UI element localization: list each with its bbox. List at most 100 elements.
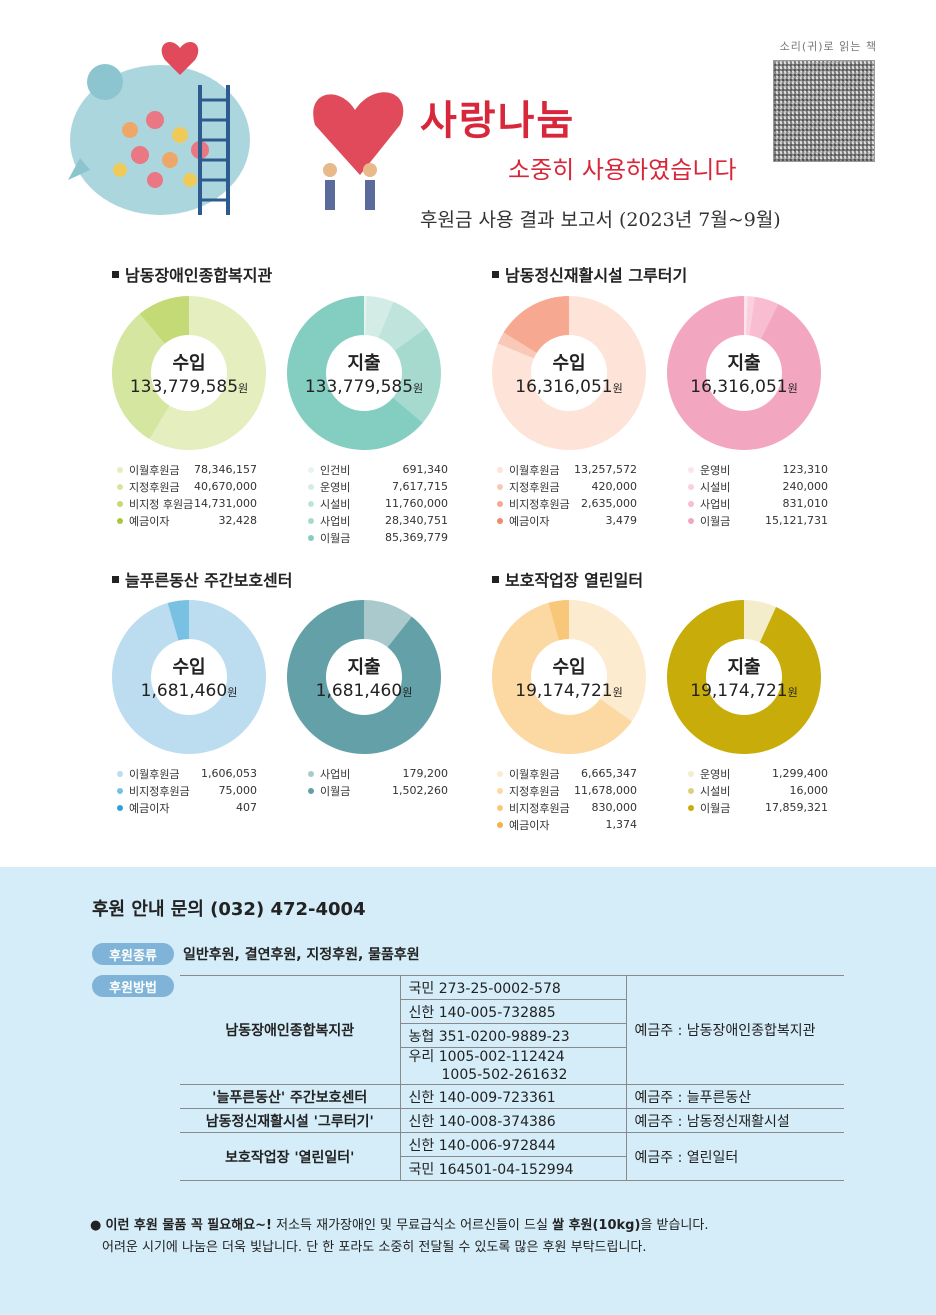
income-label: 수입 [172, 353, 206, 374]
legend-item: 지정후원금 11,678,000 [497, 782, 637, 799]
legend-value: 28,340,751 [385, 514, 448, 527]
donut-slice [111, 600, 266, 754]
total-amount: 133,779,585 [129, 377, 239, 397]
donut-slice [497, 332, 537, 359]
donut-slice [667, 296, 821, 450]
legend-name: 비지정후원금 [509, 801, 570, 815]
legend-name: 이월금 [700, 514, 731, 528]
total-amount: 19,174,721 [515, 681, 613, 701]
legend-dot-icon [308, 483, 314, 490]
donut-slice [112, 313, 170, 440]
legend-item: 이월후원금 6,665,347 [497, 765, 637, 782]
account-number[interactable]: 우리 1005-002-112424 1005-502-261632 [399, 1047, 626, 1085]
legend-name: 지정후원금 [129, 480, 180, 494]
donut-center: 수입 1,681,460원 [112, 600, 266, 754]
legend-value: 1,299,400 [772, 767, 828, 780]
org-name: 남동장애인종합복지관 [180, 975, 400, 1085]
legend-dot-icon [497, 466, 503, 473]
donut-center: 수입 133,779,585원 [112, 296, 266, 450]
legend-dot-icon [117, 517, 123, 524]
legend-name: 예금이자 [129, 514, 170, 528]
legend-dot-icon [497, 517, 503, 524]
legend-dot-icon [688, 804, 694, 811]
legend-item: 지정후원금 40,670,000 [117, 478, 257, 495]
legend-value: 78,346,157 [194, 463, 257, 476]
donut-slice [364, 600, 412, 648]
legend-item: 이월후원금 78,346,157 [117, 461, 257, 478]
legend-value: 15,121,731 [765, 514, 828, 527]
account-number[interactable]: 신한 140-005-732885 [399, 999, 626, 1024]
donut-center: 지출 1,681,460원 [287, 600, 441, 754]
account-number[interactable]: 신한 140-008-374386 [399, 1108, 626, 1133]
legend-dot-icon [497, 483, 503, 490]
support-contact: 후원 안내 문의 (032) 472-4004 [92, 899, 366, 920]
account-number[interactable]: 국민 273-25-0002-578 [399, 975, 626, 1000]
legend-dot-icon [497, 500, 503, 507]
table-row: 남동장애인종합복지관 국민 273-25-0002-578 예금주 : 남동장애… [180, 975, 844, 1085]
section-title: 늘푸른동산 주간보호센터 [112, 567, 293, 591]
legend-dot-icon [308, 770, 314, 777]
legend-value: 11,760,000 [385, 497, 448, 510]
donut-slice [569, 600, 646, 722]
legend-name: 운영비 [700, 463, 731, 477]
currency-unit: 원 [227, 686, 238, 699]
donut-slice [364, 296, 367, 336]
legend-name: 사업비 [320, 514, 351, 528]
account-number-line: 1005-502-261632 [441, 1067, 568, 1083]
piggy-bank-illustration [68, 41, 404, 215]
donut-slice [378, 301, 427, 351]
qr-label: 소리(귀)로 읽는 책 [779, 40, 877, 53]
income-total: 1,681,460원 [141, 681, 238, 701]
table-row: 우리 1005-002-112424 1005-502-261632 [180, 1047, 844, 1085]
qr-code-icon[interactable] [773, 60, 875, 162]
note-highlight: 이런 후원 물품 꼭 필요해요~! [105, 1218, 272, 1233]
expense-legend: 사업비 179,200 이월금 1,502,260 [308, 765, 448, 799]
expense-donut-chart: 지출 16,316,051원 [667, 296, 821, 450]
donut-slice [392, 327, 441, 423]
donut-slice [503, 296, 569, 353]
legend-dot-icon [497, 804, 503, 811]
expense-total: 133,779,585원 [305, 377, 423, 397]
expense-donut-chart: 지출 1,681,460원 [286, 600, 441, 754]
legend-item: 사업비 28,340,751 [308, 512, 448, 529]
note-text: 저소득 재가장애인 및 무료급식소 어르신들이 드실 [271, 1218, 553, 1233]
account-number[interactable]: 농협 351-0200-9889-23 [399, 1023, 626, 1048]
legend-value: 85,369,779 [385, 531, 448, 544]
legend-dot-icon [688, 483, 694, 490]
total-amount: 133,779,585 [304, 377, 414, 397]
account-number[interactable]: 신한 140-006-972844 [399, 1132, 626, 1157]
legend-dot-icon [688, 770, 694, 777]
expense-total: 16,316,051원 [690, 377, 797, 397]
legend-value: 691,340 [402, 463, 449, 476]
income-legend: 이월후원금 1,606,053 비지정후원금 75,000 예금이자 407 [117, 765, 257, 816]
table-row: '늘푸른동산' 주간보호센터 신한 140-009-723361 예금주 : 늘… [180, 1084, 844, 1109]
legend-value: 6,665,347 [581, 767, 637, 780]
legend-name: 이월후원금 [509, 463, 560, 477]
bullet-square-icon [112, 576, 119, 583]
org-name: 보호작업장 '열린일터' [180, 1132, 400, 1181]
currency-unit: 원 [787, 382, 798, 395]
legend-item: 비지정후원금 830,000 [497, 799, 637, 816]
income-legend: 이월후원금 6,665,347 지정후원금 11,678,000 비지정후원금 830,0… [497, 765, 637, 833]
account-number[interactable]: 국민 164501-04-152994 [399, 1156, 626, 1181]
total-amount: 1,681,460 [140, 681, 228, 701]
legend-item: 시설비 16,000 [688, 782, 828, 799]
support-method-badge: 후원방법 [92, 975, 174, 997]
legend-item: 운영비 7,617,715 [308, 478, 448, 495]
legend-dot-icon [308, 500, 314, 507]
legend-item: 사업비 179,200 [308, 765, 448, 782]
account-number[interactable]: 신한 140-009-723361 [399, 1084, 626, 1109]
expense-total: 1,681,460원 [316, 681, 413, 701]
legend-dot-icon [688, 787, 694, 794]
legend-value: 13,257,572 [574, 463, 637, 476]
legend-dot-icon [117, 804, 123, 811]
account-number-line: 우리 1005-002-112424 [408, 1049, 565, 1065]
report-period: 후원금 사용 결과 보고서 (2023년 7월~9월) [420, 209, 781, 231]
legend-dot-icon [497, 821, 503, 828]
legend-value: 420,000 [591, 480, 638, 493]
legend-item: 이월후원금 13,257,572 [497, 461, 637, 478]
legend-name: 이월후원금 [509, 767, 560, 781]
legend-dot-icon [688, 466, 694, 473]
legend-dot-icon [308, 466, 314, 473]
account-holder: 예금주 : 열린일터 [625, 1132, 844, 1181]
